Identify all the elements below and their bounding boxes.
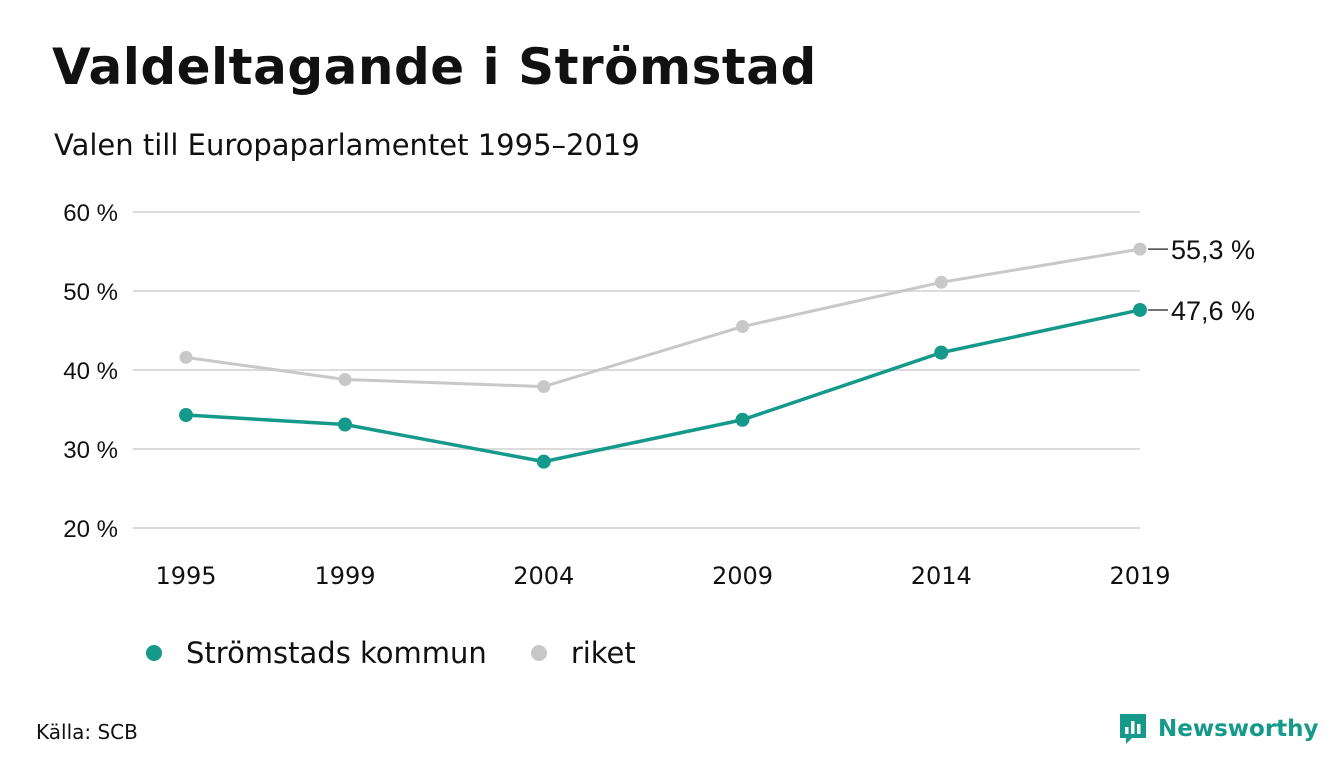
data-point-riket [736,320,749,334]
y-tick-label: 30 % [63,437,118,464]
data-point-stromstad [338,417,352,432]
data-point-stromstad [179,408,193,423]
x-tick-label: 1995 [155,562,216,590]
data-point-riket [179,350,193,364]
legend-dot-stromstad [146,645,162,661]
grid-lines [133,211,1140,529]
data-point-riket [1133,242,1147,256]
data-point-stromstad [536,454,551,469]
y-tick-label: 20 % [63,516,118,543]
y-tick-label: 50 % [63,279,118,306]
x-tick-label: 2019 [1109,562,1170,590]
source-note: Källa: SCB [36,720,138,744]
bar-chart-speech-icon [1120,714,1146,744]
series-line-stromstad [185,308,1141,464]
x-tick-label: 2004 [513,562,574,590]
end-label-stromstad: 47,6 % [1171,296,1255,326]
y-axis-tick-labels: 20 % 30 % 40 % 50 % 60 % [63,200,118,543]
legend-label-riket: riket [570,636,636,670]
line-chart: 20 % 30 % 40 % 50 % 60 % 1995 1999 2004 2009 201… [63,200,1255,590]
data-point-stromstad [735,412,750,427]
chart-subtitle: Valen till Europaparlamentet 1995–2019 [54,128,640,162]
chart-title: Valdeltagande i Strömstad [52,38,817,96]
legend: Strömstads kommun riket [146,636,680,670]
legend-item-stromstad: Strömstads kommun [146,636,487,670]
legend-label-stromstad: Strömstads kommun [186,636,487,670]
series-line-riket [185,247,1141,389]
legend-item-riket: riket [530,636,636,670]
x-axis-tick-labels: 1995 1999 2004 2009 2014 2019 [155,562,1170,590]
y-tick-label: 60 % [63,200,118,227]
data-point-riket [934,275,948,289]
brand-name: Newsworthy [1158,716,1319,742]
data-point-stromstad [1133,302,1147,317]
end-label-riket: 55,3 % [1171,235,1255,265]
data-point-riket [338,372,352,386]
brand-logo: Newsworthy [1118,712,1319,746]
series-lines [179,242,1147,469]
x-tick-label: 2014 [911,562,972,590]
data-point-riket [537,380,551,394]
y-tick-label: 40 % [63,358,118,385]
legend-dot-riket [530,645,547,661]
data-point-stromstad [934,345,949,360]
x-tick-label: 1999 [314,562,375,590]
x-tick-label: 2009 [712,562,773,590]
end-labels: 55,3 % 47,6 % [1148,235,1255,326]
